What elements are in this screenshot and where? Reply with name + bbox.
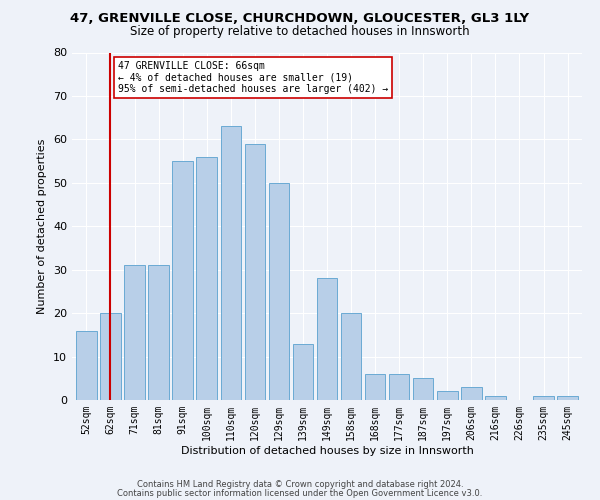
Bar [269,183,289,400]
Bar [293,344,313,400]
Bar [148,266,169,400]
Bar [557,396,578,400]
Text: Contains HM Land Registry data © Crown copyright and database right 2024.: Contains HM Land Registry data © Crown c… [137,480,463,489]
Bar [365,374,385,400]
X-axis label: Distribution of detached houses by size in Innsworth: Distribution of detached houses by size … [181,446,473,456]
Text: Size of property relative to detached houses in Innsworth: Size of property relative to detached ho… [130,25,470,38]
Bar [533,396,554,400]
Bar [100,313,121,400]
Bar [389,374,409,400]
Text: 47 GRENVILLE CLOSE: 66sqm
← 4% of detached houses are smaller (19)
95% of semi-d: 47 GRENVILLE CLOSE: 66sqm ← 4% of detach… [118,61,388,94]
Bar [341,313,361,400]
Bar [196,157,217,400]
Text: 47, GRENVILLE CLOSE, CHURCHDOWN, GLOUCESTER, GL3 1LY: 47, GRENVILLE CLOSE, CHURCHDOWN, GLOUCES… [70,12,530,26]
Bar [245,144,265,400]
Text: Contains public sector information licensed under the Open Government Licence v3: Contains public sector information licen… [118,489,482,498]
Bar [172,161,193,400]
Bar [317,278,337,400]
Bar [461,387,482,400]
Bar [485,396,506,400]
Bar [76,330,97,400]
Bar [413,378,433,400]
Y-axis label: Number of detached properties: Number of detached properties [37,138,47,314]
Bar [437,392,458,400]
Bar [124,266,145,400]
Bar [221,126,241,400]
